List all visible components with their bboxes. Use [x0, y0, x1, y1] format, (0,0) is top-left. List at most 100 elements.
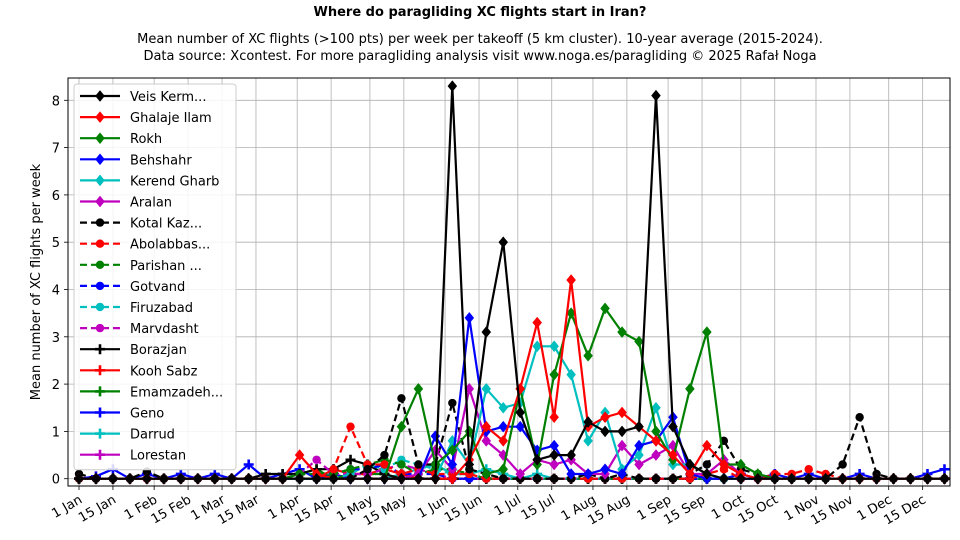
legend-label: Parishan ... [130, 259, 202, 274]
legend-label: Marvdasht [130, 322, 199, 337]
data-point [634, 449, 644, 461]
legend-swatch-marker [95, 449, 105, 460]
data-point [397, 460, 406, 469]
data-point [566, 468, 576, 480]
data-point [515, 468, 526, 480]
data-point [414, 460, 423, 469]
data-point [346, 422, 355, 431]
data-point [668, 474, 678, 483]
legend-label: Behshahr [130, 153, 192, 168]
data-point [413, 472, 424, 485]
data-point [108, 472, 118, 485]
data-point [498, 401, 509, 414]
legend-swatch-marker [95, 365, 105, 376]
data-point [447, 472, 458, 485]
data-point [346, 465, 355, 474]
legend-label: Kerend Gharb [130, 174, 219, 189]
data-point [243, 472, 254, 485]
data-point [311, 472, 322, 485]
data-point [260, 472, 271, 485]
legend-swatch-marker [95, 260, 105, 269]
data-point [142, 472, 152, 485]
data-point [532, 453, 543, 466]
data-point [430, 472, 441, 485]
data-point [498, 236, 509, 249]
data-point [532, 316, 543, 329]
data-point [532, 474, 542, 483]
data-point [651, 89, 661, 102]
data-point [600, 411, 610, 424]
y-tick-label: 0 [52, 473, 60, 488]
data-point [549, 458, 559, 471]
data-point [668, 420, 678, 433]
legend-swatch-marker [95, 344, 105, 355]
data-point [634, 439, 644, 452]
data-point [481, 468, 492, 480]
data-point [600, 302, 610, 315]
chart-subtitle-line-2: Data source: Xcontest. For more paraglid… [143, 49, 816, 64]
data-point [600, 425, 610, 438]
data-point [634, 474, 644, 483]
chart-subtitle-line-1: Mean number of XC flights (>100 pts) per… [137, 32, 823, 47]
data-point [481, 326, 492, 338]
data-point [192, 472, 203, 485]
data-point [651, 401, 661, 414]
x-tick-label: 15 Apr [292, 492, 337, 527]
y-tick-label: 7 [52, 142, 60, 157]
legend-label: Ghalaje Ilam [130, 111, 212, 126]
data-point [651, 434, 661, 447]
data-point [448, 398, 457, 408]
data-point [566, 274, 576, 286]
data-point [752, 472, 763, 485]
legend: Veis Kerm... Ghalaje Ilam Rokh Behshahr Kere… [73, 83, 237, 471]
data-point [702, 460, 712, 469]
data-point [685, 458, 695, 471]
data-point [617, 425, 627, 438]
y-tick-label: 6 [52, 189, 60, 204]
legend-swatch-marker [95, 218, 105, 227]
legend-swatch-marker [95, 407, 105, 418]
data-point [617, 468, 627, 480]
data-point [345, 454, 356, 465]
data-point [736, 472, 746, 485]
legend-swatch-marker [95, 174, 105, 187]
data-point [464, 458, 475, 471]
legend-label: Abolabbas... [130, 238, 210, 253]
data-point [939, 472, 950, 485]
data-point [498, 434, 509, 447]
series-0 [74, 80, 950, 485]
data-point [651, 449, 661, 461]
chart-title: Where do paragliding XC flights start in… [314, 5, 647, 20]
legend-swatch-marker [95, 302, 105, 312]
data-point [634, 458, 644, 471]
data-point [91, 472, 101, 485]
y-tick-label: 4 [52, 284, 60, 299]
legend-swatch-marker [95, 281, 105, 291]
data-point [871, 472, 882, 485]
y-tick-label: 2 [52, 378, 60, 393]
data-point [820, 472, 831, 485]
y-axis-ticks: 0 1 2 3 4 5 6 7 8 [52, 94, 68, 488]
data-point [413, 382, 424, 395]
data-point [499, 474, 508, 483]
x-tick-label: 15 Jan [76, 492, 119, 525]
data-point [175, 472, 186, 485]
data-point [685, 468, 695, 480]
legend-label: Veis Kerm... [130, 90, 206, 105]
data-point [719, 458, 729, 471]
data-point [668, 449, 678, 461]
data-point [837, 472, 848, 485]
data-point [481, 420, 492, 433]
data-point [515, 406, 526, 419]
legend-label: Borazjan [130, 343, 187, 358]
legend-swatch-marker [95, 428, 105, 439]
data-point [379, 472, 390, 485]
data-point [855, 413, 864, 422]
legend-label: Rokh [130, 132, 162, 147]
data-point [345, 472, 356, 485]
legend-swatch-marker [95, 323, 105, 333]
data-point [380, 460, 389, 469]
data-point [617, 439, 627, 452]
legend-swatch-marker [95, 195, 105, 208]
data-point [447, 458, 458, 471]
